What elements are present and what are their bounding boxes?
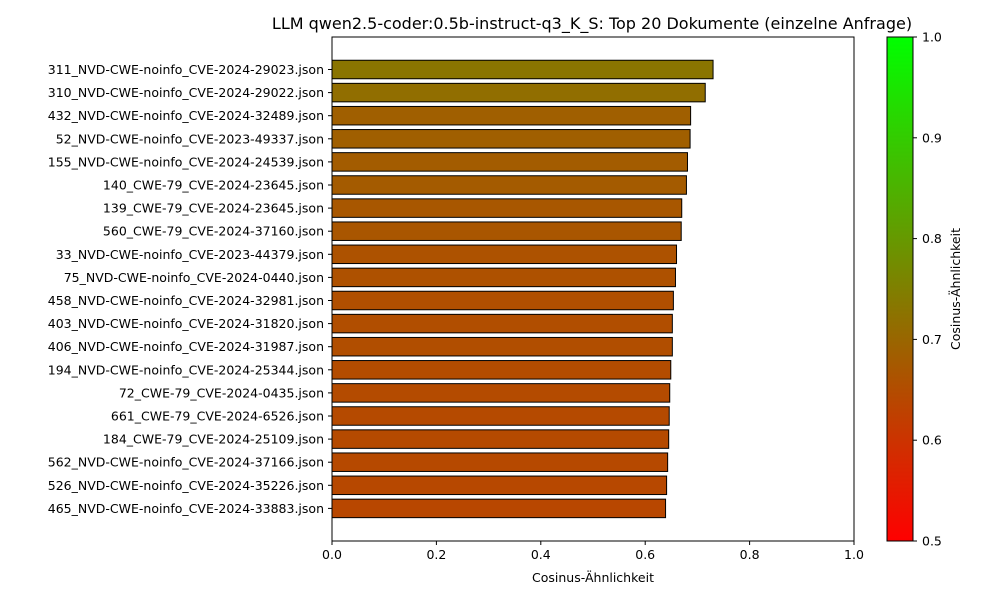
y-axis-ticks: 311_NVD-CWE-noinfo_CVE-2024-29023.json 31… [48, 62, 332, 516]
bar [331, 152, 688, 172]
bar [331, 59, 714, 80]
y-tick-label: 310_NVD-CWE-noinfo_CVE-2024-29022.json [48, 85, 324, 100]
bar [331, 498, 667, 519]
x-tick-label: 0.2 [426, 547, 446, 562]
y-tick-label: 403_NVD-CWE-noinfo_CVE-2024-31820.json [48, 316, 324, 331]
plot-frame [331, 36, 855, 542]
bar [331, 105, 692, 126]
y-tick-label: 52_NVD-CWE-noinfo_CVE-2023-49337.json [56, 131, 324, 146]
y-tick-label: 72_CWE-79_CVE-2024-0435.json [119, 385, 324, 400]
bar [331, 406, 670, 426]
bar [331, 129, 691, 149]
colorbar-label: Cosinus-Ähnlichkeit [948, 228, 963, 350]
bar [331, 244, 678, 265]
x-tick-label: 0.4 [531, 547, 551, 562]
bar [331, 175, 687, 195]
colorbar-tick-label: 0.8 [922, 231, 942, 246]
bar [331, 313, 673, 334]
bar [331, 221, 682, 241]
bar [331, 336, 673, 357]
y-tick-label: 311_NVD-CWE-noinfo_CVE-2024-29023.json [48, 62, 324, 77]
y-tick-label: 560_CWE-79_CVE-2024-37160.json [103, 224, 324, 239]
colorbar-tick-label: 0.5 [922, 534, 942, 549]
y-tick-label: 33_NVD-CWE-noinfo_CVE-2023-44379.json [56, 247, 324, 262]
y-tick-label: 562_NVD-CWE-noinfo_CVE-2024-37166.json [48, 455, 324, 470]
bar [331, 452, 669, 472]
x-axis-label: Cosinus-Ähnlichkeit [532, 570, 654, 585]
y-tick-label: 432_NVD-CWE-noinfo_CVE-2024-32489.json [48, 108, 324, 123]
x-tick-label: 0.8 [740, 547, 760, 562]
y-tick-label: 465_NVD-CWE-noinfo_CVE-2024-33883.json [48, 501, 324, 516]
x-axis-ticks: 0.0 0.2 0.4 0.6 0.8 1.0 [322, 541, 864, 562]
bar [331, 383, 671, 403]
chart-title: LLM qwen2.5-coder:0.5b-instruct-q3_K_S: … [272, 14, 912, 34]
bar [331, 429, 670, 449]
y-tick-label: 75_NVD-CWE-noinfo_CVE-2024-0440.json [64, 270, 324, 285]
y-tick-label: 458_NVD-CWE-noinfo_CVE-2024-32981.json [48, 293, 324, 308]
colorbar-tick-label: 0.7 [922, 332, 942, 347]
bar [331, 290, 674, 311]
y-tick-label: 155_NVD-CWE-noinfo_CVE-2024-24539.json [48, 154, 324, 169]
colorbar-tick-label: 0.6 [922, 433, 942, 448]
x-tick-label: 0.6 [635, 547, 655, 562]
colorbar [886, 36, 914, 542]
colorbar-tick-label: 0.9 [922, 130, 942, 145]
bars-group [331, 59, 714, 519]
colorbar-tick-label: 1.0 [922, 30, 942, 45]
bar [331, 475, 668, 496]
bar [331, 360, 672, 380]
y-tick-label: 184_CWE-79_CVE-2024-25109.json [103, 432, 324, 447]
y-tick-label: 140_CWE-79_CVE-2024-23645.json [103, 178, 324, 193]
bar [331, 82, 706, 103]
y-tick-label: 139_CWE-79_CVE-2024-23645.json [103, 201, 324, 216]
y-tick-label: 661_CWE-79_CVE-2024-6526.json [111, 409, 324, 424]
x-tick-label: 0.0 [322, 547, 342, 562]
bar [331, 198, 683, 218]
y-tick-label: 526_NVD-CWE-noinfo_CVE-2024-35226.json [48, 478, 324, 493]
bar [331, 267, 676, 288]
x-tick-label: 1.0 [844, 547, 864, 562]
y-tick-label: 194_NVD-CWE-noinfo_CVE-2024-25344.json [48, 362, 324, 377]
y-tick-label: 406_NVD-CWE-noinfo_CVE-2024-31987.json [48, 339, 324, 354]
colorbar-ticks: 0.5 0.6 0.7 0.8 0.9 1.0 [913, 30, 942, 549]
